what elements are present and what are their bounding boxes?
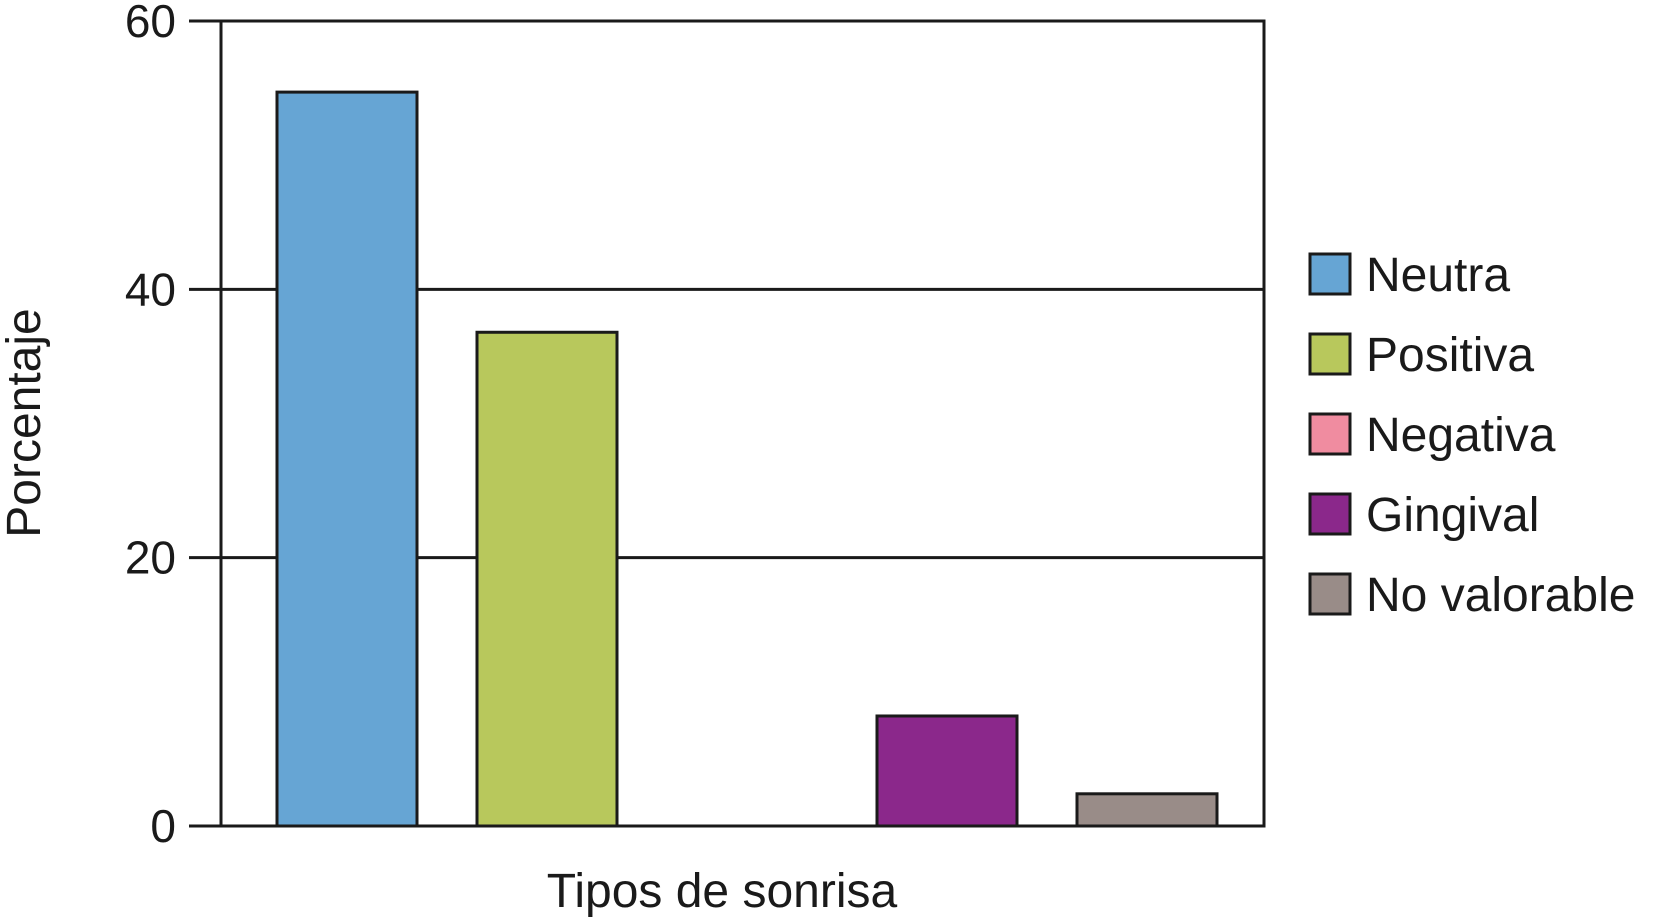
bar-1 bbox=[275, 90, 419, 828]
legend-label-1: Neutra bbox=[1366, 249, 1510, 302]
bars bbox=[275, 90, 1219, 828]
legend: Neutra Positiva Negativa Gingival No valorab… bbox=[1308, 249, 1635, 622]
bar-4 bbox=[875, 714, 1019, 828]
y-tick-label-3: 60 bbox=[125, 0, 176, 47]
y-axis-title: Porcentaje bbox=[0, 308, 51, 537]
legend-label-4: Gingival bbox=[1366, 489, 1539, 542]
y-axis-ticks: 0 20 40 60 bbox=[125, 0, 221, 852]
plot-frame bbox=[219, 19, 1266, 828]
y-tick-label-0: 0 bbox=[150, 800, 176, 852]
legend-swatch-3 bbox=[1308, 412, 1352, 456]
y-tick-label-2: 40 bbox=[125, 263, 176, 315]
legend-label-2: Positiva bbox=[1366, 329, 1534, 382]
bar-2 bbox=[475, 330, 619, 828]
legend-label-5: No valorable bbox=[1366, 569, 1635, 622]
y-tick-label-1: 20 bbox=[125, 532, 176, 584]
legend-swatch-1 bbox=[1308, 252, 1352, 296]
legend-swatch-5 bbox=[1308, 572, 1352, 616]
bar-5 bbox=[1075, 792, 1219, 828]
legend-swatch-4 bbox=[1308, 492, 1352, 536]
legend-swatch-2 bbox=[1308, 332, 1352, 376]
x-axis-title: Tipos de sonrisa bbox=[547, 865, 898, 918]
legend-label-3: Negativa bbox=[1366, 409, 1556, 462]
